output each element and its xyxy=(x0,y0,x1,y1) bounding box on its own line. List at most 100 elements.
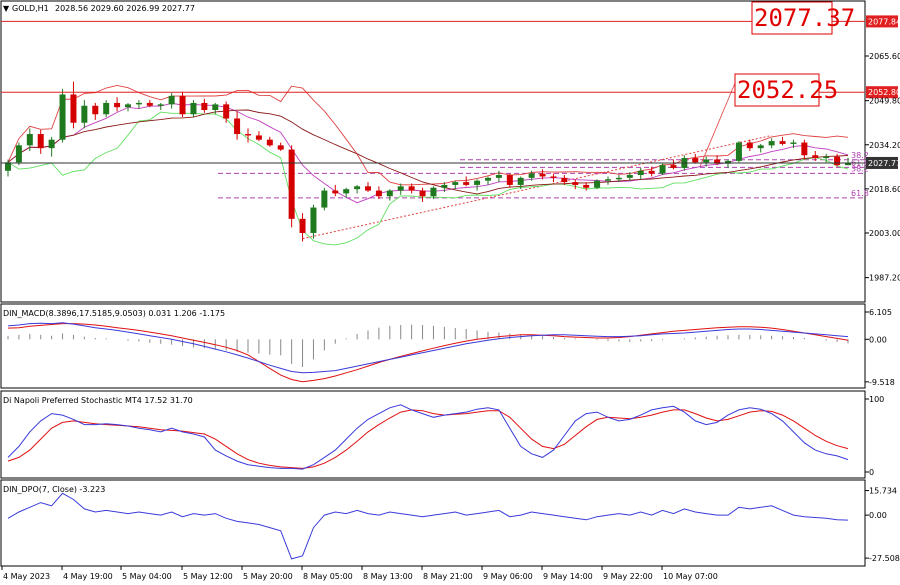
candle-body xyxy=(223,104,230,119)
candle-body xyxy=(485,177,491,181)
candle-body xyxy=(103,102,110,115)
macd-tick-label: -9.518 xyxy=(869,378,895,387)
candle-body xyxy=(463,182,470,185)
candle-body xyxy=(92,105,99,115)
envelope-lower-line xyxy=(7,111,849,246)
dpo-tick-label: 0.00 xyxy=(869,511,887,520)
candle-body xyxy=(146,102,153,106)
candle-body xyxy=(626,175,633,178)
candle-body xyxy=(37,134,44,149)
symbol-arrow-icon[interactable]: ▼ xyxy=(3,4,10,13)
macd-axis: 6.105 0.00 -9.518 xyxy=(865,308,895,387)
target-mid-box xyxy=(734,73,820,107)
ohlc-readout: 2028.56 2029.60 2026.99 2027.77 xyxy=(55,4,195,13)
candle-body xyxy=(48,139,55,149)
candle-body xyxy=(386,190,393,197)
dpo-tick-label: 15.734 xyxy=(869,487,897,496)
candle-body xyxy=(135,102,142,105)
candle-body xyxy=(310,207,317,233)
candle-body xyxy=(637,170,644,176)
price-axis: 2065.60 2049.80 2034.20 2018.60 2003.00 1987.… xyxy=(865,52,900,283)
candle-body xyxy=(81,105,88,123)
candle-body xyxy=(605,179,611,181)
dpo-plot xyxy=(7,492,849,560)
candle-body xyxy=(790,142,797,144)
candle-body xyxy=(179,95,186,115)
candle-body xyxy=(648,170,655,174)
candle-body xyxy=(506,175,513,185)
price-tick-label: 2034.20 xyxy=(869,141,900,150)
price-tick-label: 1987.20 xyxy=(869,274,900,283)
price-tick-label: 2003.00 xyxy=(869,229,900,238)
candle-body xyxy=(332,190,339,194)
candle-body xyxy=(735,142,742,161)
dpo-panel[interactable]: DIN_DPO(7, Close) -3.223 15.734 0.00 -27.5… xyxy=(0,479,900,567)
candlesticks xyxy=(5,81,851,242)
projection-line xyxy=(699,75,739,167)
candle-body xyxy=(670,165,677,168)
candle-body xyxy=(59,94,66,140)
dpo-axis: 15.734 0.00 -27.508 xyxy=(865,487,900,563)
candle-body xyxy=(321,190,328,208)
stochastic-panel[interactable]: Di Napoli Preferred Stochastic MT4 17.52… xyxy=(0,390,884,479)
price-tick-label: 2049.80 xyxy=(869,97,900,106)
current-price-tag xyxy=(866,156,898,169)
candle-body xyxy=(757,145,764,149)
stochastic-fast-line xyxy=(7,404,849,470)
target-high-label: 2077.37 xyxy=(754,4,855,32)
candle-body xyxy=(365,186,371,191)
candle-body xyxy=(594,180,601,188)
macd-panel[interactable]: DIN_MACD(8.3896,17.5185,9.0503) 0.031 1.… xyxy=(0,303,895,389)
current-price-tag-label: 2027.77 xyxy=(868,159,900,168)
candle-body xyxy=(550,176,557,178)
candle-body xyxy=(288,149,295,219)
candle-body xyxy=(703,159,710,163)
candle-body xyxy=(539,173,546,177)
time-tick-label: 9 May 22:00 xyxy=(603,572,653,581)
target-mid-label: 2052.25 xyxy=(737,76,838,104)
stochastic-tick-label: 0 xyxy=(869,468,874,477)
macd-signal-line xyxy=(7,323,849,383)
fib-lower-618-label: 61.8 xyxy=(851,189,869,198)
macd-plot xyxy=(7,322,849,383)
time-tick-label: 9 May 14:00 xyxy=(543,572,593,581)
candle-body xyxy=(15,145,22,163)
level-high-tag xyxy=(866,15,898,28)
candle-body xyxy=(354,186,361,190)
candle-body xyxy=(474,180,481,185)
candle-body xyxy=(746,142,753,149)
fib-lower-382-label: 38.2 xyxy=(851,164,869,173)
candle-body xyxy=(201,102,208,111)
time-tick-label: 5 May 04:00 xyxy=(122,572,172,581)
dpo-line xyxy=(7,492,849,560)
candle-body xyxy=(5,162,11,171)
candle-body xyxy=(168,95,175,105)
envelope-upper-line xyxy=(7,84,849,186)
candle-body xyxy=(441,184,448,188)
candle-body xyxy=(561,177,568,183)
candle-body xyxy=(692,158,699,163)
level-mid-tag-label: 2052.80 xyxy=(868,88,900,97)
candle-body xyxy=(157,104,164,106)
candle-body xyxy=(26,134,33,146)
time-tick-label: 4 May 19:00 xyxy=(63,572,113,581)
stochastic-plot xyxy=(7,404,849,470)
candle-body xyxy=(583,184,590,188)
time-tick-label: 9 May 06:00 xyxy=(483,572,533,581)
candle-body xyxy=(299,218,306,233)
candle-body xyxy=(419,190,426,197)
candle-body xyxy=(114,102,121,108)
candle-body xyxy=(245,134,251,136)
candle-body xyxy=(343,189,350,194)
target-high-box xyxy=(751,1,833,35)
level-mid-tag xyxy=(866,86,898,99)
candle-body xyxy=(375,190,382,197)
candle-body xyxy=(397,186,404,191)
stochastic-tick-label: 100 xyxy=(869,395,884,404)
candle-body xyxy=(234,118,241,135)
horizontal-levels: 2077.84 2052.80 2027.77 xyxy=(1,15,900,169)
candle-body xyxy=(659,165,666,174)
candle-body xyxy=(714,159,721,164)
